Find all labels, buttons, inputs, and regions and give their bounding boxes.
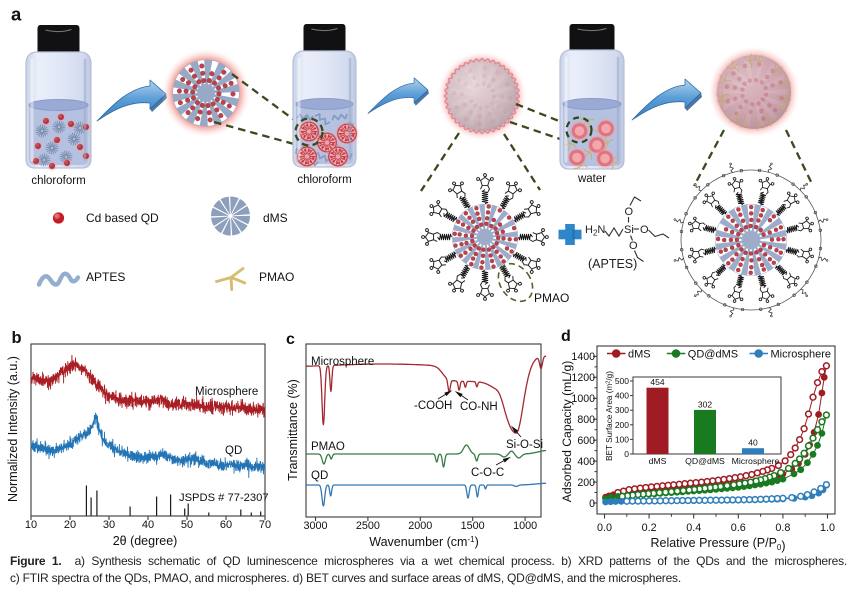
svg-text:1000: 1000: [571, 393, 595, 405]
svg-text:50: 50: [181, 519, 193, 531]
svg-text:QD@dMS: QD@dMS: [688, 349, 738, 361]
svg-text:40: 40: [142, 519, 154, 531]
svg-text:2θ (degree): 2θ (degree): [113, 534, 178, 548]
svg-text:1.0: 1.0: [820, 522, 835, 534]
svg-text:0: 0: [589, 498, 595, 510]
svg-text:PMAO: PMAO: [259, 270, 294, 284]
svg-text:Si-O-Si: Si-O-Si: [506, 439, 543, 451]
svg-text:1400: 1400: [571, 351, 595, 363]
svg-text:Adsorbed Capacity (mL/g): Adsorbed Capacity (mL/g): [560, 361, 574, 503]
svg-text:O: O: [625, 206, 634, 218]
svg-text:200: 200: [577, 477, 595, 489]
svg-text:water: water: [577, 173, 606, 185]
svg-text:0.4: 0.4: [686, 522, 701, 534]
svg-text:0: 0: [624, 449, 629, 459]
svg-text:BET Surface Area (m2/g): BET Surface Area (m2/g): [605, 371, 614, 461]
svg-text:60: 60: [220, 519, 232, 531]
svg-text:400: 400: [615, 391, 629, 401]
svg-text:1200: 1200: [571, 372, 595, 384]
svg-text:QD: QD: [225, 445, 242, 457]
svg-text:chloroform: chloroform: [31, 175, 85, 187]
svg-text:H2N: H2N: [585, 224, 605, 238]
svg-text:b: b: [12, 329, 22, 347]
svg-text:10: 10: [25, 519, 37, 531]
svg-text:30: 30: [103, 519, 115, 531]
svg-text:300: 300: [615, 405, 629, 415]
svg-text:dMS: dMS: [628, 349, 651, 361]
svg-text:(APTES): (APTES): [588, 257, 637, 271]
svg-text:JSPDS # 77-2307: JSPDS # 77-2307: [179, 492, 269, 504]
svg-text:dMS: dMS: [649, 456, 667, 466]
svg-text:c: c: [286, 331, 295, 348]
svg-text:PMAO: PMAO: [534, 291, 569, 305]
svg-text:O: O: [640, 224, 649, 236]
svg-text:3000: 3000: [303, 520, 327, 532]
svg-text:d: d: [561, 328, 571, 345]
svg-text:2500: 2500: [356, 520, 380, 532]
svg-text:100: 100: [615, 434, 629, 444]
svg-text:Transmittance (%): Transmittance (%): [286, 379, 300, 481]
svg-text:chloroform: chloroform: [297, 174, 351, 186]
svg-text:800: 800: [577, 414, 595, 426]
svg-text:QD: QD: [311, 470, 328, 482]
svg-text:PMAO: PMAO: [311, 441, 345, 453]
svg-text:400: 400: [577, 456, 595, 468]
svg-text:APTES: APTES: [86, 270, 125, 284]
svg-text:QD@dMS: QD@dMS: [685, 456, 725, 466]
svg-text:Si: Si: [624, 224, 634, 236]
svg-text:Cd based QD: Cd based QD: [86, 211, 159, 225]
svg-text:40: 40: [748, 438, 758, 448]
svg-text:0.2: 0.2: [642, 522, 657, 534]
svg-text:500: 500: [615, 376, 629, 386]
svg-text:O: O: [629, 240, 638, 252]
svg-text:20: 20: [64, 519, 76, 531]
svg-text:dMS: dMS: [263, 211, 288, 225]
svg-text:0.8: 0.8: [775, 522, 790, 534]
svg-text:302: 302: [698, 399, 712, 409]
svg-text:Normalized Intensity (a.u.): Normalized Intensity (a.u.): [6, 356, 20, 502]
svg-text:Relative Pressure (P/P0): Relative Pressure (P/P0): [650, 536, 785, 553]
svg-text:0.0: 0.0: [597, 522, 612, 534]
svg-text:70: 70: [259, 519, 271, 531]
svg-text:Microsphere: Microsphere: [311, 356, 374, 368]
svg-text:C-O-C: C-O-C: [471, 467, 504, 479]
svg-text:Microsphere: Microsphere: [195, 386, 258, 398]
svg-text:Wavenumber (cm-1): Wavenumber (cm-1): [369, 535, 478, 549]
svg-text:a: a: [11, 4, 22, 25]
svg-text:0.6: 0.6: [731, 522, 746, 534]
svg-text:600: 600: [577, 435, 595, 447]
svg-text:Microsphere: Microsphere: [771, 349, 832, 361]
svg-text:1500: 1500: [461, 520, 485, 532]
svg-text:2000: 2000: [408, 520, 432, 532]
svg-text:CO-NH: CO-NH: [460, 401, 498, 413]
svg-text:Microsphere: Microsphere: [732, 456, 780, 466]
svg-text:1000: 1000: [513, 520, 537, 532]
svg-text:454: 454: [650, 377, 664, 387]
svg-text:200: 200: [615, 420, 629, 430]
svg-text:-COOH: -COOH: [414, 400, 452, 412]
